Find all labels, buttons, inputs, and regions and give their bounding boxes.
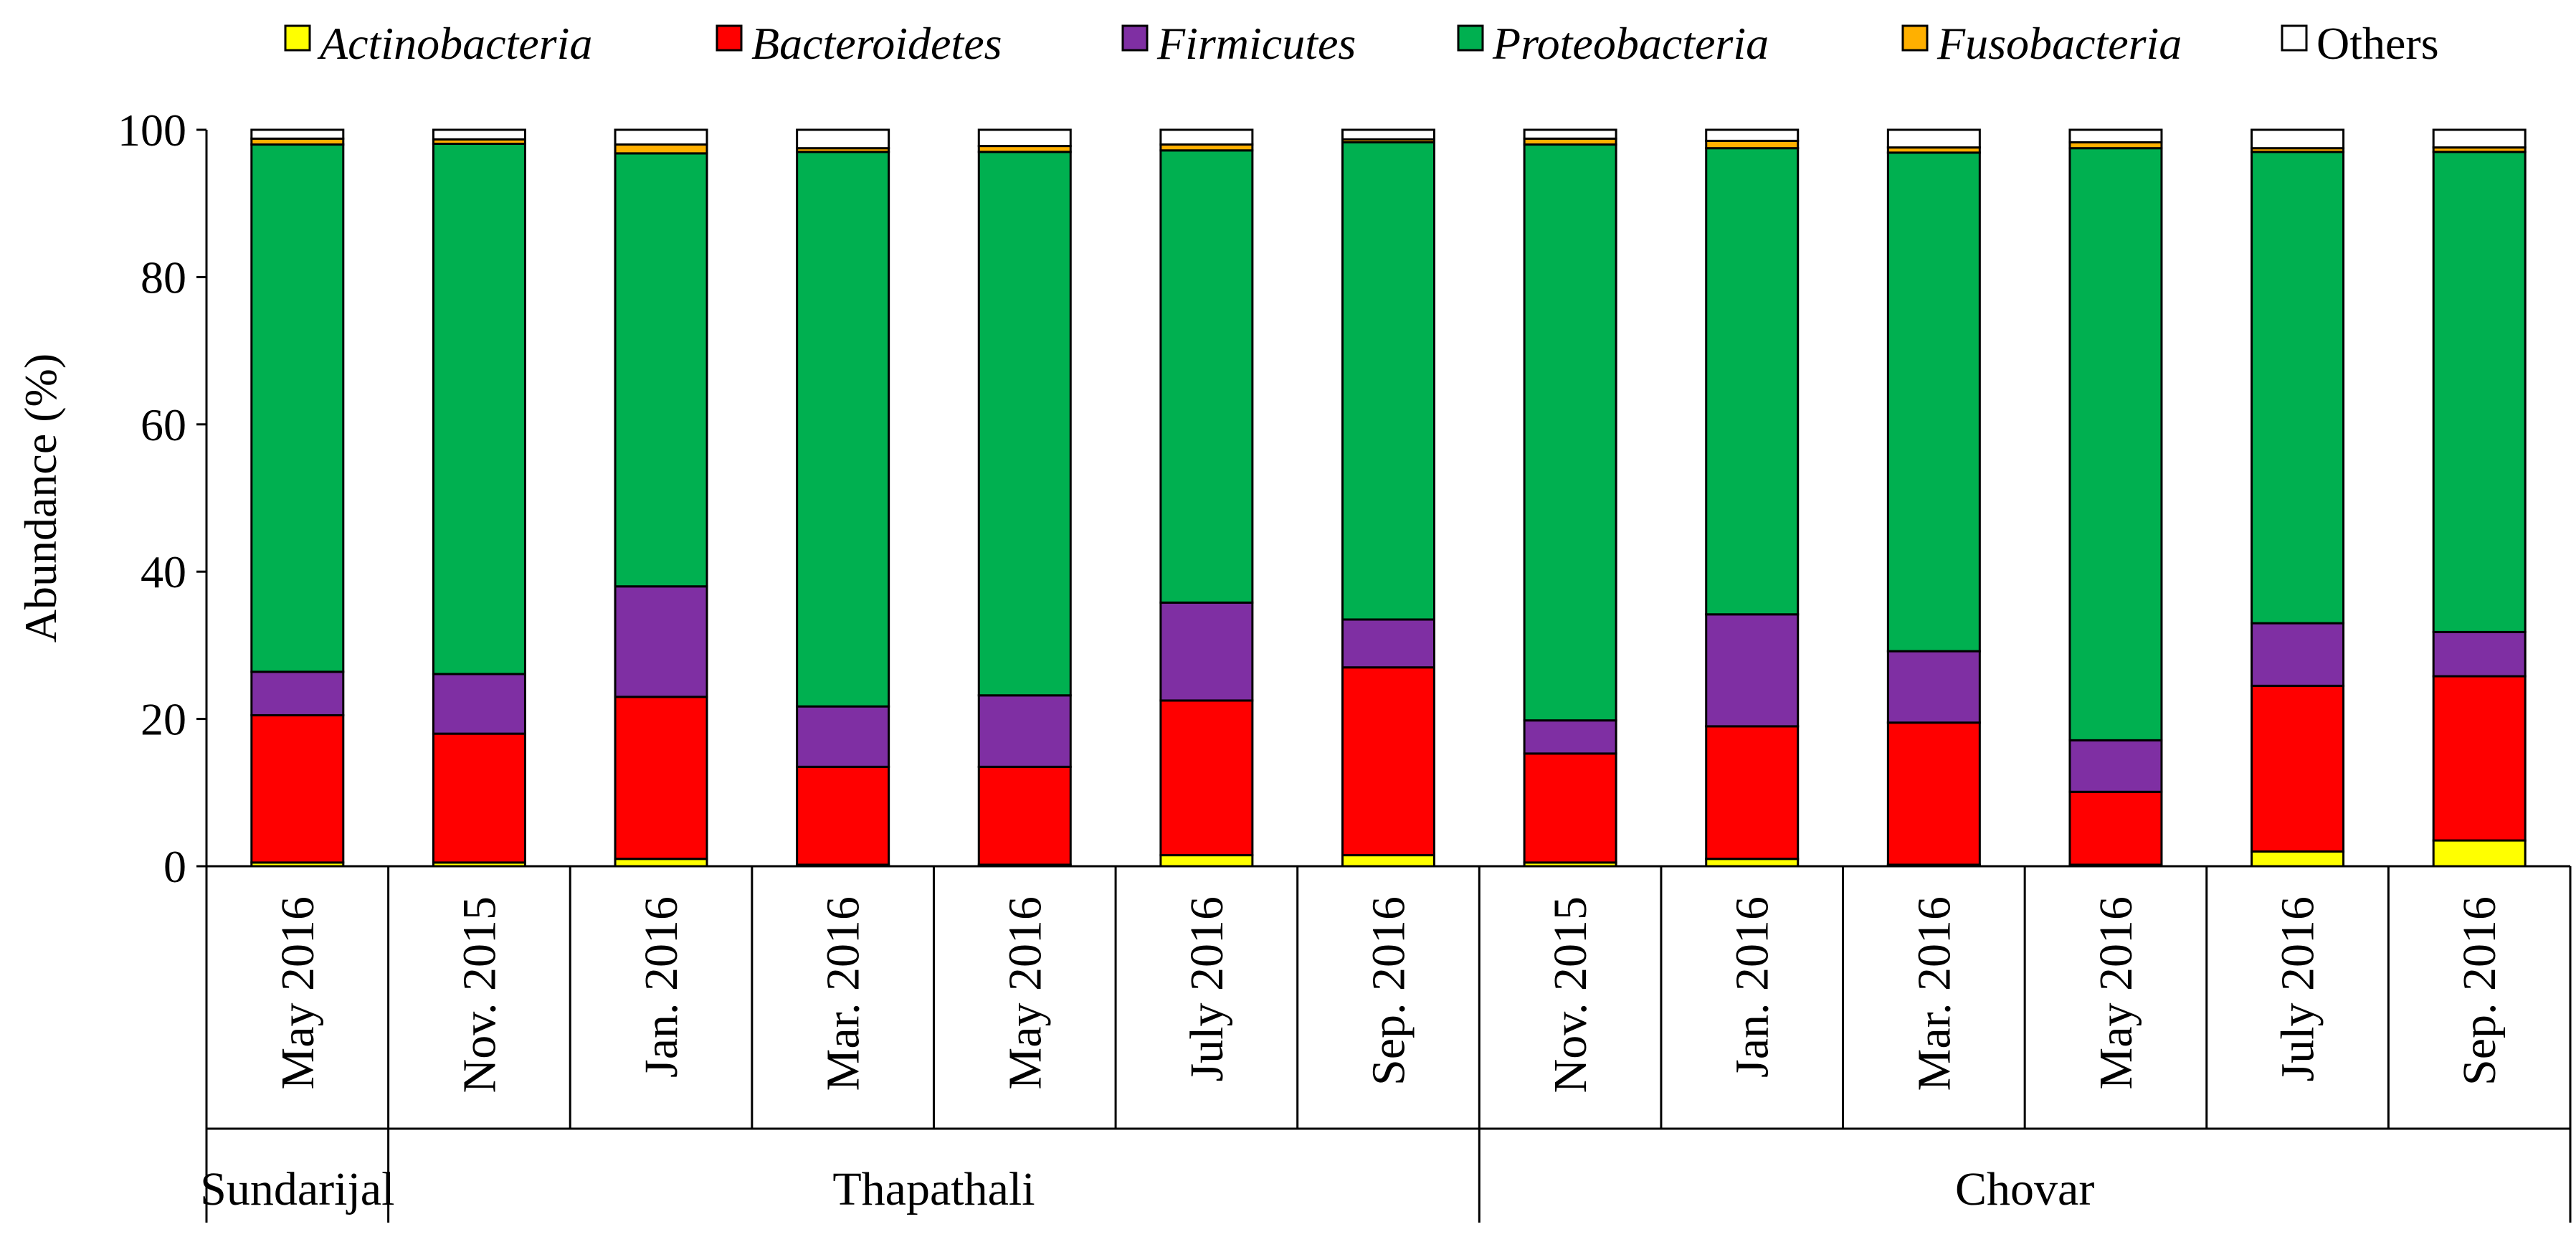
x-tick-label: Sep. 2016 (1363, 896, 1415, 1086)
group-label: Chovar (1955, 1163, 2094, 1215)
bar-segment-bacteroidetes (614, 696, 708, 860)
x-tick-label: Sep. 2016 (2453, 896, 2506, 1086)
y-tick-label: 100 (118, 105, 186, 156)
legend-swatch (2281, 24, 2308, 52)
bar-segment-bacteroidetes (432, 732, 526, 864)
bar-segment-actinobacteria (1705, 858, 1800, 868)
bar-segment-others (1523, 128, 1617, 140)
bar-segment-others (250, 128, 345, 140)
bar-segment-others (1341, 128, 1435, 141)
bar-segment-bacteroidetes (1159, 699, 1254, 857)
x-tick-label: Nov. 2015 (453, 896, 505, 1093)
bar-segment-proteobacteria (1341, 141, 1435, 621)
bar-segment-others (1705, 128, 1800, 142)
x-tick-label: Mar. 2016 (817, 896, 870, 1091)
x-tick-label: Jan. 2016 (635, 896, 688, 1078)
x-tick-label: Jan. 2016 (1726, 896, 1779, 1078)
y-tick-label: 0 (163, 841, 186, 892)
bar-segment-actinobacteria (1341, 854, 1435, 868)
bar-segment-others (1886, 128, 1981, 149)
bar-segment-proteobacteria (1886, 151, 1981, 653)
bar-segment-proteobacteria (977, 151, 1072, 697)
bar-segment-bacteroidetes (1705, 725, 1800, 860)
bar-segment-proteobacteria (2068, 147, 2163, 741)
bar-segment-others (1159, 128, 1254, 146)
legend-label: Fusobacteria (1936, 18, 2182, 69)
bar-segment-firmicutes (1159, 601, 1254, 702)
bar-segment-firmicutes (796, 705, 890, 768)
x-tick-label: May 2016 (272, 896, 324, 1089)
bar-segment-bacteroidetes (2432, 675, 2527, 842)
legend-swatch (716, 24, 743, 52)
bar-segment-proteobacteria (2432, 151, 2527, 633)
bar-segment-actinobacteria (1159, 854, 1254, 868)
bar-segment-firmicutes (977, 694, 1072, 768)
bar-segment-fusobacteria (614, 143, 708, 155)
bar-segment-proteobacteria (796, 151, 890, 708)
bar-segment-firmicutes (432, 673, 526, 735)
group-label: Sundarijal (200, 1163, 394, 1215)
bar-segment-proteobacteria (614, 152, 708, 588)
bar-segment-firmicutes (2251, 622, 2345, 687)
legend-swatch (284, 24, 311, 52)
y-tick-label: 40 (141, 546, 186, 597)
legend-swatch (1457, 24, 1484, 52)
bar-segment-proteobacteria (1523, 143, 1617, 722)
legend-label: Proteobacteria (1492, 18, 1769, 69)
bar-segment-others (432, 128, 526, 141)
bar-segment-others (614, 128, 708, 146)
bar-segment-fusobacteria (1705, 139, 1800, 150)
x-tick-label: July 2016 (1181, 896, 1233, 1082)
bar-segment-others (2432, 128, 2527, 149)
bar-segment-others (977, 128, 1072, 148)
bar-segment-bacteroidetes (1886, 721, 1981, 866)
legend-label: Actinobacteria (317, 18, 592, 69)
bar-segment-bacteroidetes (796, 765, 890, 866)
y-axis-title: Abundance (%) (15, 354, 66, 643)
bar-segment-actinobacteria (2432, 839, 2527, 868)
x-tick-label: May 2016 (999, 896, 1051, 1089)
bar-segment-bacteroidetes (1341, 666, 1435, 857)
bar-segment-firmicutes (1523, 719, 1617, 755)
legend-swatch (1901, 24, 1929, 52)
legend-label: Bacteroidetes (751, 18, 1002, 69)
bar-segment-bacteroidetes (977, 765, 1072, 866)
x-tick-label: Nov. 2015 (1544, 896, 1597, 1093)
legend-swatch (1121, 24, 1149, 52)
bar-segment-bacteroidetes (2068, 790, 2163, 866)
bar-segment-firmicutes (614, 585, 708, 698)
y-tick-label: 20 (141, 694, 186, 745)
bar-segment-proteobacteria (2251, 151, 2345, 625)
y-tick-label: 80 (141, 252, 186, 303)
x-tick-label: Mar. 2016 (1908, 896, 1960, 1091)
bar-segment-others (2068, 128, 2163, 143)
bar-segment-firmicutes (1341, 618, 1435, 669)
bar-segment-bacteroidetes (2251, 684, 2345, 853)
bar-segment-firmicutes (2432, 630, 2527, 678)
bar-segment-proteobacteria (1705, 147, 1800, 616)
legend-label: Others (2316, 18, 2439, 69)
plot-area: 0 20 40 60 80 100 May 2016 Nov. 2015 Jan. 2016 Ma… (118, 105, 2572, 1223)
bar-segment-firmicutes (250, 670, 345, 716)
legend-label: Firmicutes (1156, 18, 1356, 69)
bar-segment-firmicutes (1705, 613, 1800, 728)
bar-segment-actinobacteria (614, 858, 708, 868)
bar-segment-firmicutes (1886, 650, 1981, 724)
y-tick-label: 60 (141, 399, 186, 450)
bar-segment-proteobacteria (1159, 149, 1254, 604)
x-tick-label: May 2016 (2090, 896, 2142, 1089)
bar-segment-others (2251, 128, 2345, 150)
bar-segment-firmicutes (2068, 739, 2163, 793)
x-tick-label: July 2016 (2272, 896, 2324, 1082)
legend: Actinobacteria Bacteroidetes Firmicutes Pro… (284, 18, 2439, 69)
bar-segment-bacteroidetes (250, 713, 345, 864)
bar-segment-proteobacteria (250, 143, 345, 673)
bar-segment-others (796, 128, 890, 150)
bar-segment-actinobacteria (2251, 850, 2345, 868)
bar-segment-bacteroidetes (1523, 752, 1617, 864)
group-label: Thapathali (832, 1163, 1035, 1215)
bar-segment-proteobacteria (432, 143, 526, 675)
